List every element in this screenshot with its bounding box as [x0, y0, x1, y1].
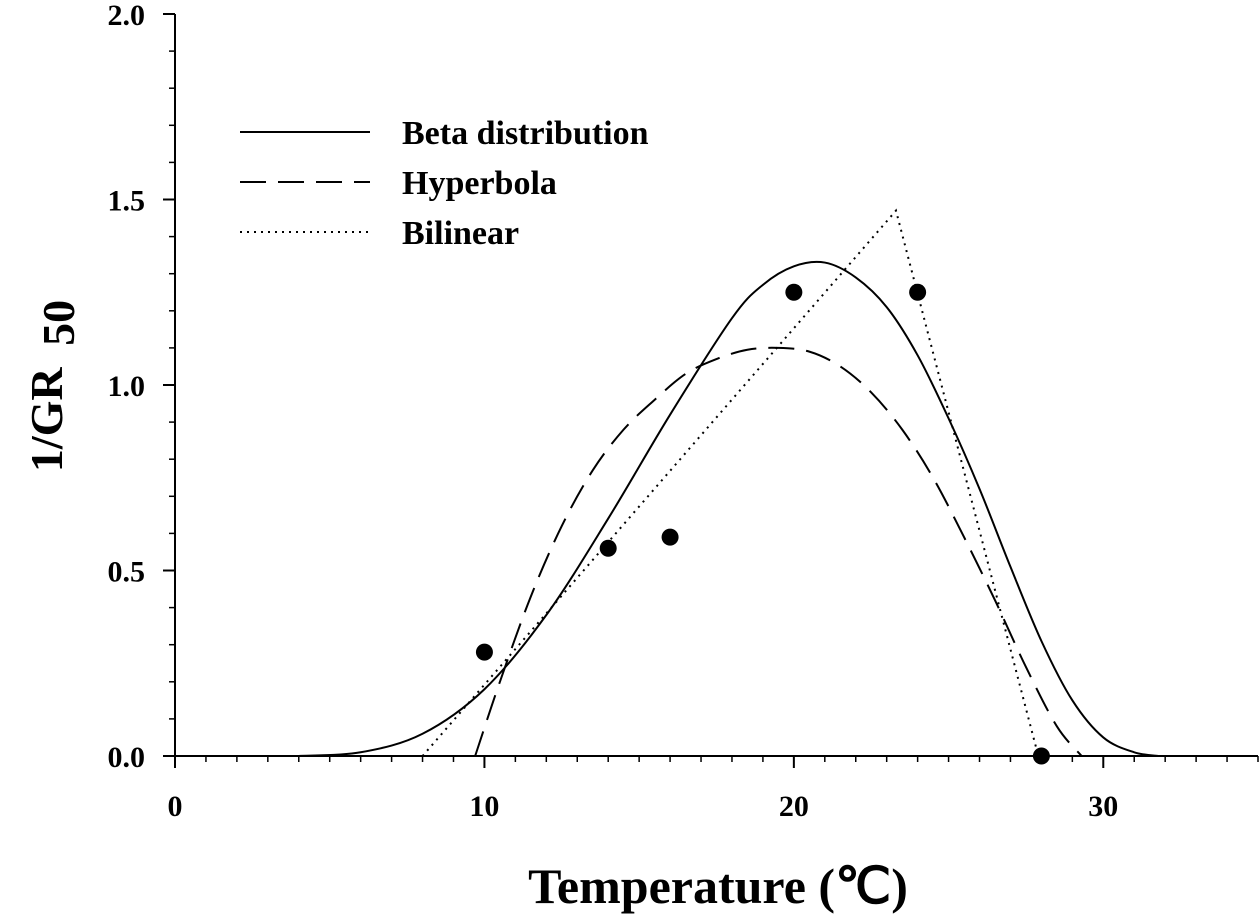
x-tick-label: 0 [168, 790, 183, 823]
x-axis-title: Temperature (℃) [528, 858, 908, 914]
bilinear-curve [421, 208, 1040, 757]
series-lines [298, 208, 1160, 757]
tick-labels: 0 10 20 30 0.0 0.5 1.0 1.5 2.0 [108, 0, 1119, 823]
y-axis-title: 1/GR 50 [21, 300, 84, 472]
svg-text:1/GR 50: 1/GR 50 [21, 300, 84, 472]
hyperbola-curve [474, 346, 1083, 757]
legend-label: Beta distribution [402, 115, 649, 152]
y-tick-label: 1.0 [108, 370, 146, 403]
observed-point [661, 528, 679, 546]
beta-distribution-curve [298, 260, 1160, 757]
observed-point [1032, 747, 1050, 765]
observed-point [599, 539, 617, 557]
y-tick-label: 0.0 [108, 741, 146, 774]
x-tick-label: 30 [1088, 790, 1118, 823]
observed-points [475, 283, 1050, 765]
x-tick-label: 20 [779, 790, 809, 823]
axis-ticks [163, 13, 1259, 768]
x-tick-label: 10 [469, 790, 499, 823]
axes [174, 14, 1258, 757]
legend-label: Bilinear [402, 215, 519, 252]
y-tick-label: 2.0 [108, 0, 146, 32]
y-tick-label: 0.5 [108, 556, 146, 589]
observed-point [785, 283, 803, 301]
legend: Beta distribution Hyperbola Bilinear [240, 115, 649, 252]
y-axis-title-main: 1/GR [21, 367, 72, 473]
legend-label: Hyperbola [402, 165, 557, 202]
observed-point [909, 283, 927, 301]
observed-point [475, 643, 493, 661]
y-axis-title-subscript: 50 [33, 300, 84, 346]
y-tick-label: 1.5 [108, 185, 146, 218]
